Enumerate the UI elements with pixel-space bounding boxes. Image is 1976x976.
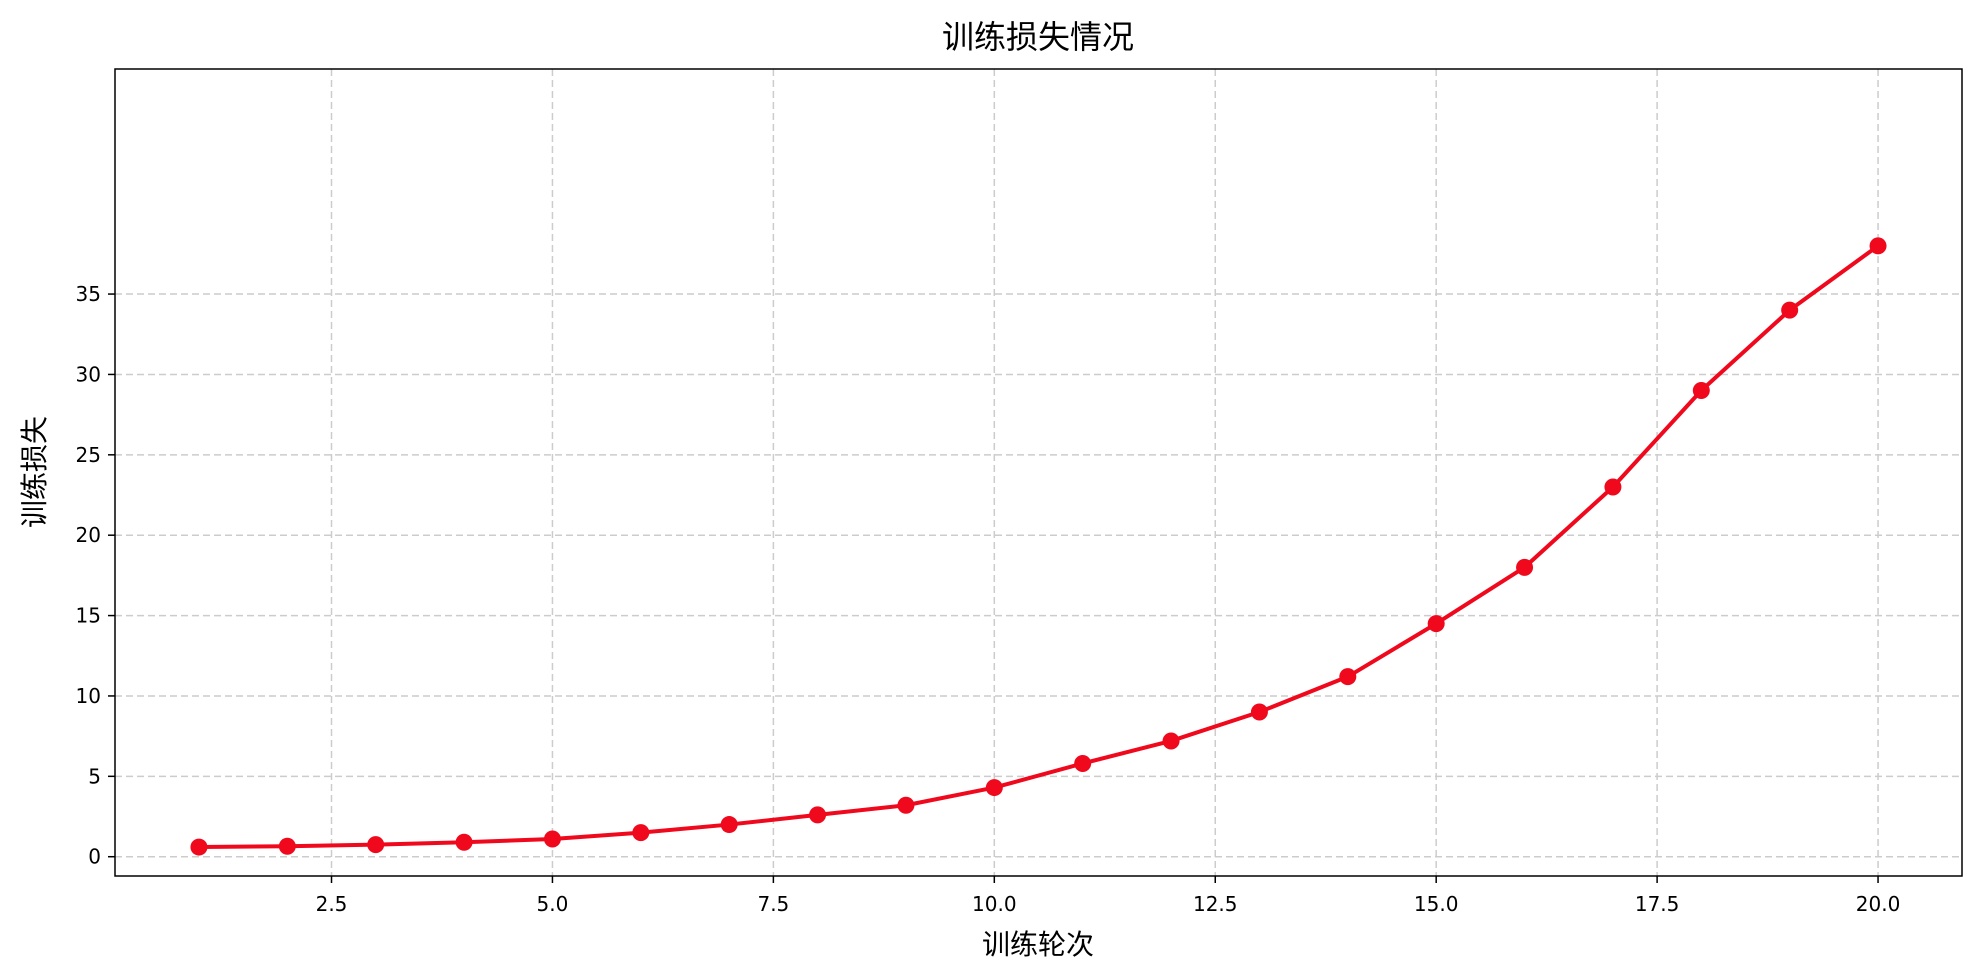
y-tick-label: 0: [88, 845, 101, 869]
data-point: [1250, 703, 1268, 721]
data-point: [1516, 558, 1534, 576]
data-point: [543, 830, 561, 848]
y-axis: 0 5 10 15 20 25 30 35: [76, 282, 115, 869]
x-tick-label: 2.5: [316, 892, 348, 916]
x-tick-label: 20.0: [1856, 892, 1901, 916]
y-axis-label: 训练损失: [18, 416, 51, 528]
x-tick-label: 5.0: [537, 892, 569, 916]
x-axis: 2.5 5.0 7.5 10.0 12.5 15.0 17.5 20.0: [316, 876, 1901, 916]
data-point: [278, 837, 296, 855]
series-layer: [190, 237, 1887, 856]
data-point: [1692, 382, 1710, 400]
x-tick-label: 15.0: [1414, 892, 1459, 916]
y-tick-label: 30: [76, 362, 101, 386]
data-point: [1162, 732, 1180, 750]
data-point: [1074, 754, 1092, 772]
data-point: [1604, 478, 1622, 496]
y-tick-label: 35: [76, 282, 101, 306]
data-point: [897, 796, 915, 814]
x-tick-label: 7.5: [757, 892, 789, 916]
data-point: [632, 824, 650, 842]
x-tick-label: 10.0: [972, 892, 1017, 916]
data-point: [455, 833, 473, 851]
y-tick-label: 25: [76, 443, 101, 467]
data-point: [720, 816, 738, 834]
data-point: [1781, 301, 1799, 319]
data-point: [367, 836, 385, 854]
y-tick-label: 20: [76, 523, 101, 547]
x-tick-label: 17.5: [1635, 892, 1680, 916]
data-point: [1427, 615, 1445, 633]
y-tick-label: 15: [76, 604, 101, 628]
y-tick-label: 10: [76, 684, 101, 708]
data-point: [1869, 237, 1887, 255]
plot-frame: [114, 68, 1963, 877]
x-tick-label: 12.5: [1193, 892, 1238, 916]
chart-title: 训练损失情况: [942, 18, 1134, 56]
x-axis-label: 训练轮次: [982, 928, 1094, 961]
data-point: [1339, 668, 1357, 686]
data-point: [985, 779, 1003, 797]
grid-lines: [115, 69, 1962, 876]
data-point: [190, 838, 208, 856]
y-tick-label: 5: [88, 764, 101, 788]
series-line: [196, 243, 1881, 850]
data-point: [809, 806, 827, 824]
